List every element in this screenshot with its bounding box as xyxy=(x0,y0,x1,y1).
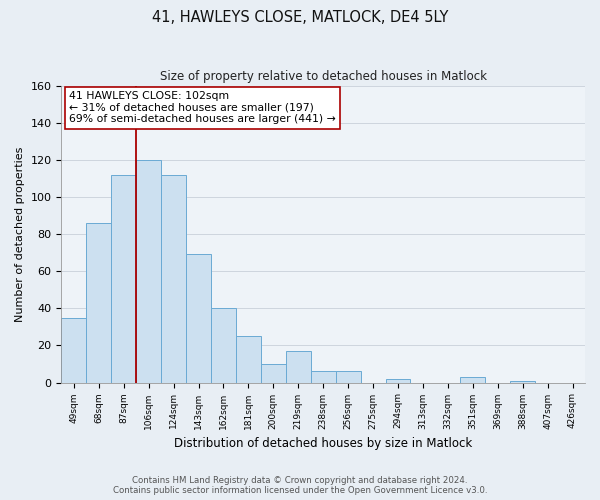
Bar xyxy=(161,174,186,382)
Bar xyxy=(186,254,211,382)
Bar xyxy=(86,223,111,382)
Bar xyxy=(286,351,311,382)
Bar xyxy=(61,318,86,382)
Text: 41, HAWLEYS CLOSE, MATLOCK, DE4 5LY: 41, HAWLEYS CLOSE, MATLOCK, DE4 5LY xyxy=(152,10,448,25)
Bar xyxy=(136,160,161,382)
Bar xyxy=(111,174,136,382)
Bar xyxy=(236,336,261,382)
Y-axis label: Number of detached properties: Number of detached properties xyxy=(15,146,25,322)
Text: 41 HAWLEYS CLOSE: 102sqm
← 31% of detached houses are smaller (197)
69% of semi-: 41 HAWLEYS CLOSE: 102sqm ← 31% of detach… xyxy=(69,91,335,124)
X-axis label: Distribution of detached houses by size in Matlock: Distribution of detached houses by size … xyxy=(174,437,472,450)
Bar xyxy=(335,372,361,382)
Title: Size of property relative to detached houses in Matlock: Size of property relative to detached ho… xyxy=(160,70,487,83)
Bar xyxy=(261,364,286,382)
Bar xyxy=(311,372,335,382)
Bar xyxy=(211,308,236,382)
Text: Contains HM Land Registry data © Crown copyright and database right 2024.
Contai: Contains HM Land Registry data © Crown c… xyxy=(113,476,487,495)
Bar xyxy=(460,377,485,382)
Bar xyxy=(386,379,410,382)
Bar xyxy=(510,380,535,382)
